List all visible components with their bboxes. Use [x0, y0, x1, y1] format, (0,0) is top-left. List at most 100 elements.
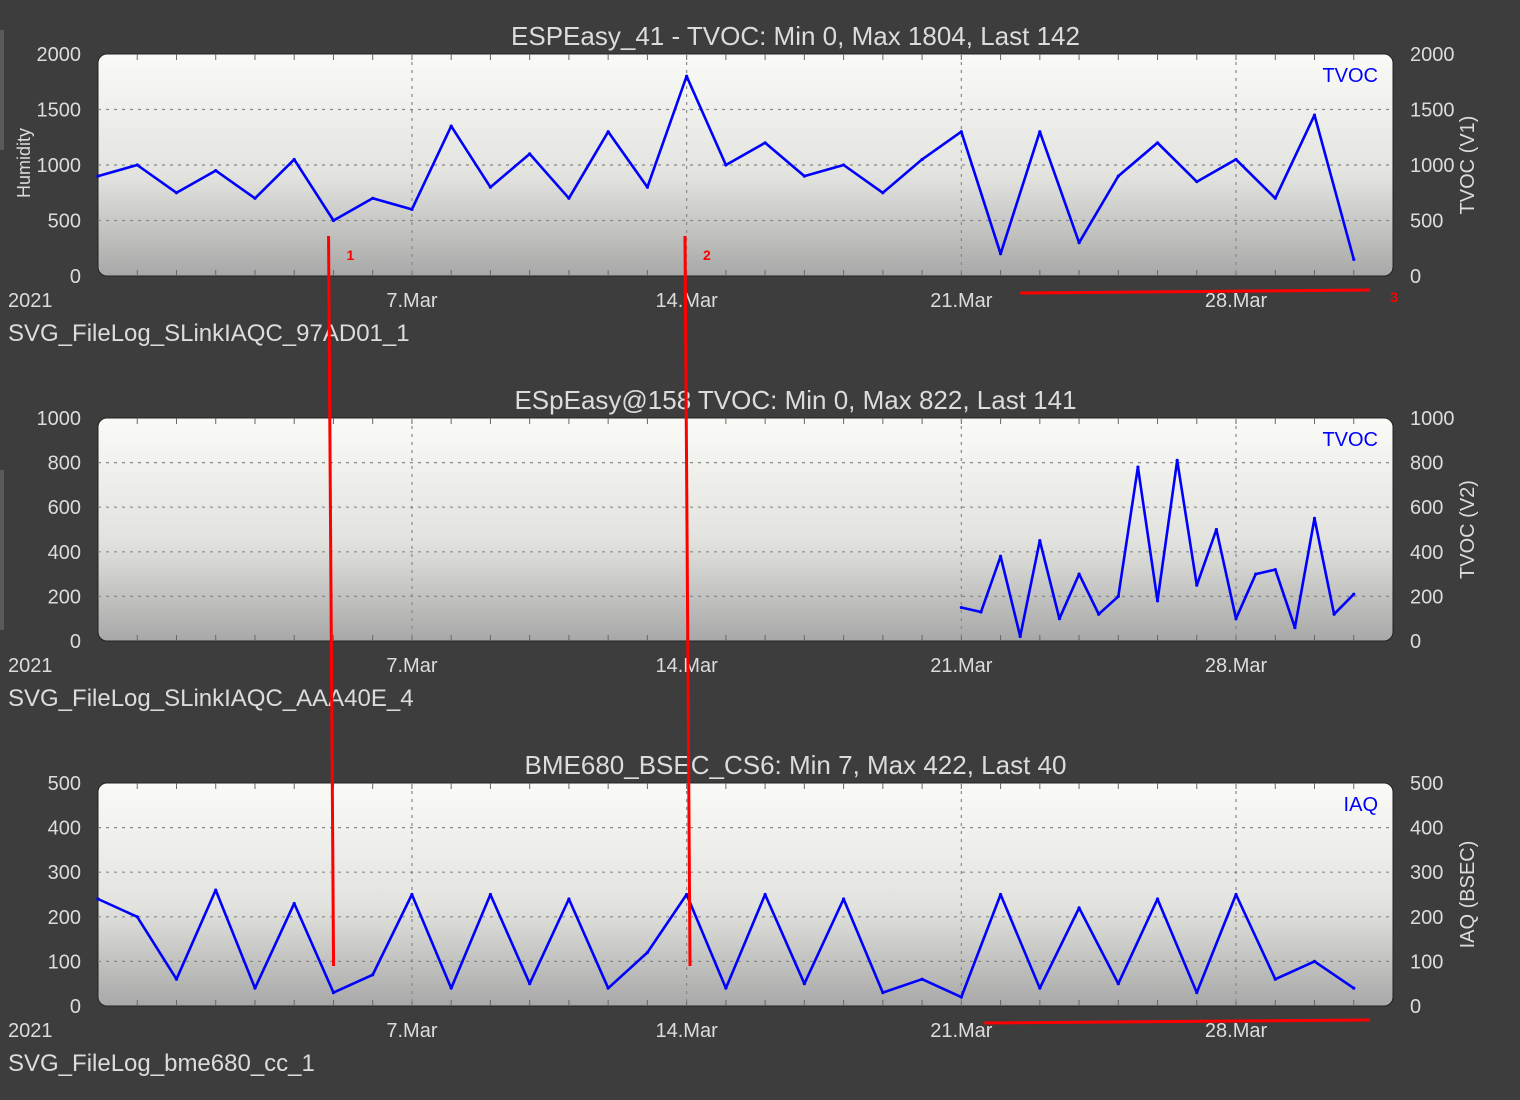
- data-point: [998, 554, 1003, 558]
- data-point: [253, 196, 257, 200]
- data-point: [1332, 612, 1336, 616]
- chart-panel-3: 7.Mar 14.Mar 21.Mar 28.Mar 0 0 100 100 200 200 300…: [8, 750, 1479, 1077]
- annotation-marker-line: [327, 235, 336, 967]
- data-point: [685, 892, 689, 897]
- x-tick-label: 7.Mar: [386, 1020, 437, 1042]
- data-point: [842, 897, 846, 901]
- data-point: [959, 130, 963, 134]
- data-point: [528, 152, 532, 156]
- data-point: [449, 124, 453, 128]
- data-point: [567, 897, 571, 901]
- y-tick-label-right: 0: [1410, 266, 1421, 288]
- y-axis-title-right: TVOC (V1): [1457, 116, 1479, 215]
- legend-label: TVOC: [1322, 65, 1378, 87]
- y-tick-label-right: 200: [1410, 586, 1443, 608]
- data-point: [1352, 592, 1356, 596]
- x-tick-label: 21.Mar: [930, 655, 993, 677]
- x-tick-label: 28.Mar: [1205, 290, 1268, 312]
- data-point: [1195, 991, 1199, 995]
- data-point: [371, 973, 375, 977]
- y-tick-label-right: 200: [1410, 907, 1443, 929]
- data-point: [881, 191, 885, 195]
- x-tick-label: 14.Mar: [656, 1020, 719, 1042]
- x-tick-label: 28.Mar: [1205, 655, 1268, 677]
- data-point: [1116, 982, 1120, 986]
- chart-title: ESpEasy@158 TVOC: Min 0, Max 822, Last 1…: [514, 385, 1076, 415]
- chart-panel-1: 7.Mar14.Mar21.Mar28.Mar00500500100010001…: [8, 21, 1479, 347]
- data-point: [959, 605, 963, 610]
- data-point: [1116, 174, 1120, 178]
- data-point: [1116, 594, 1120, 599]
- data-point: [724, 163, 728, 167]
- data-point: [645, 185, 649, 189]
- data-point: [1195, 583, 1199, 587]
- x-tick-label: 21.Mar: [930, 1020, 993, 1042]
- data-point: [567, 196, 571, 200]
- y-tick-label-right: 400: [1410, 818, 1443, 840]
- x-tick-label: 7.Mar: [386, 655, 437, 677]
- data-point: [1077, 906, 1081, 910]
- y-tick-label-right: 800: [1410, 453, 1443, 475]
- x-tick-label: 21.Mar: [930, 290, 993, 312]
- annotation-label: 1: [347, 247, 355, 263]
- data-point: [253, 986, 257, 990]
- data-point: [1214, 527, 1219, 532]
- y-tick-label-left: 0: [70, 996, 81, 1018]
- data-point: [1254, 572, 1258, 576]
- annotation-label: 3: [1390, 289, 1398, 305]
- y-tick-label-right: 400: [1410, 542, 1443, 564]
- left-edge-strip: [0, 30, 4, 150]
- data-point: [292, 901, 296, 906]
- data-point: [1077, 572, 1081, 576]
- data-point: [1273, 568, 1277, 572]
- file-label: SVG_FileLog_SLinkIAQC_97AD01_1: [8, 320, 410, 347]
- data-point: [331, 991, 336, 995]
- data-point: [174, 977, 179, 981]
- data-point: [214, 168, 218, 173]
- data-point: [135, 163, 139, 167]
- y-tick-label-left: 100: [48, 951, 81, 973]
- data-point: [1155, 599, 1160, 603]
- y-tick-label-right: 2000: [1410, 44, 1455, 66]
- data-point: [1312, 516, 1317, 520]
- y-tick-label-left: 300: [48, 862, 81, 884]
- left-edge-strip: [0, 470, 4, 630]
- data-point: [1175, 458, 1179, 462]
- data-point: [802, 982, 806, 986]
- y-tick-label-right: 0: [1410, 631, 1421, 653]
- y-tick-label-left: 800: [48, 453, 81, 475]
- y-tick-label-left: 200: [48, 907, 81, 929]
- data-point: [959, 995, 963, 999]
- data-point: [1234, 157, 1238, 162]
- data-point: [979, 610, 983, 614]
- y-tick-label-left: 200: [48, 586, 81, 608]
- data-point: [998, 252, 1003, 256]
- data-point: [606, 130, 610, 134]
- data-point: [763, 892, 767, 897]
- data-point: [1155, 141, 1160, 145]
- data-point: [371, 196, 375, 200]
- data-point: [1038, 986, 1042, 990]
- data-point: [802, 174, 806, 178]
- annotation-layer: 1 2 3: [327, 235, 1398, 1025]
- data-point: [645, 950, 649, 955]
- data-point: [1195, 180, 1199, 184]
- data-point: [174, 191, 179, 195]
- data-point: [1312, 113, 1317, 117]
- y-tick-label-left: 0: [70, 266, 81, 288]
- y-tick-label-left: 1000: [37, 155, 82, 177]
- plot-area: [97, 417, 1394, 642]
- data-point: [1234, 617, 1238, 621]
- data-point: [842, 163, 846, 167]
- x-tick-label: 28.Mar: [1205, 1020, 1268, 1042]
- year-label: 2021: [8, 655, 53, 677]
- data-point: [96, 897, 100, 901]
- y-tick-label-right: 1000: [1410, 155, 1455, 177]
- y-tick-label-left: 2000: [37, 44, 82, 66]
- data-point: [881, 991, 885, 995]
- y-tick-label-left: 600: [48, 497, 81, 519]
- data-point: [1097, 612, 1101, 616]
- plot-area: [97, 782, 1394, 1007]
- data-point: [685, 74, 689, 78]
